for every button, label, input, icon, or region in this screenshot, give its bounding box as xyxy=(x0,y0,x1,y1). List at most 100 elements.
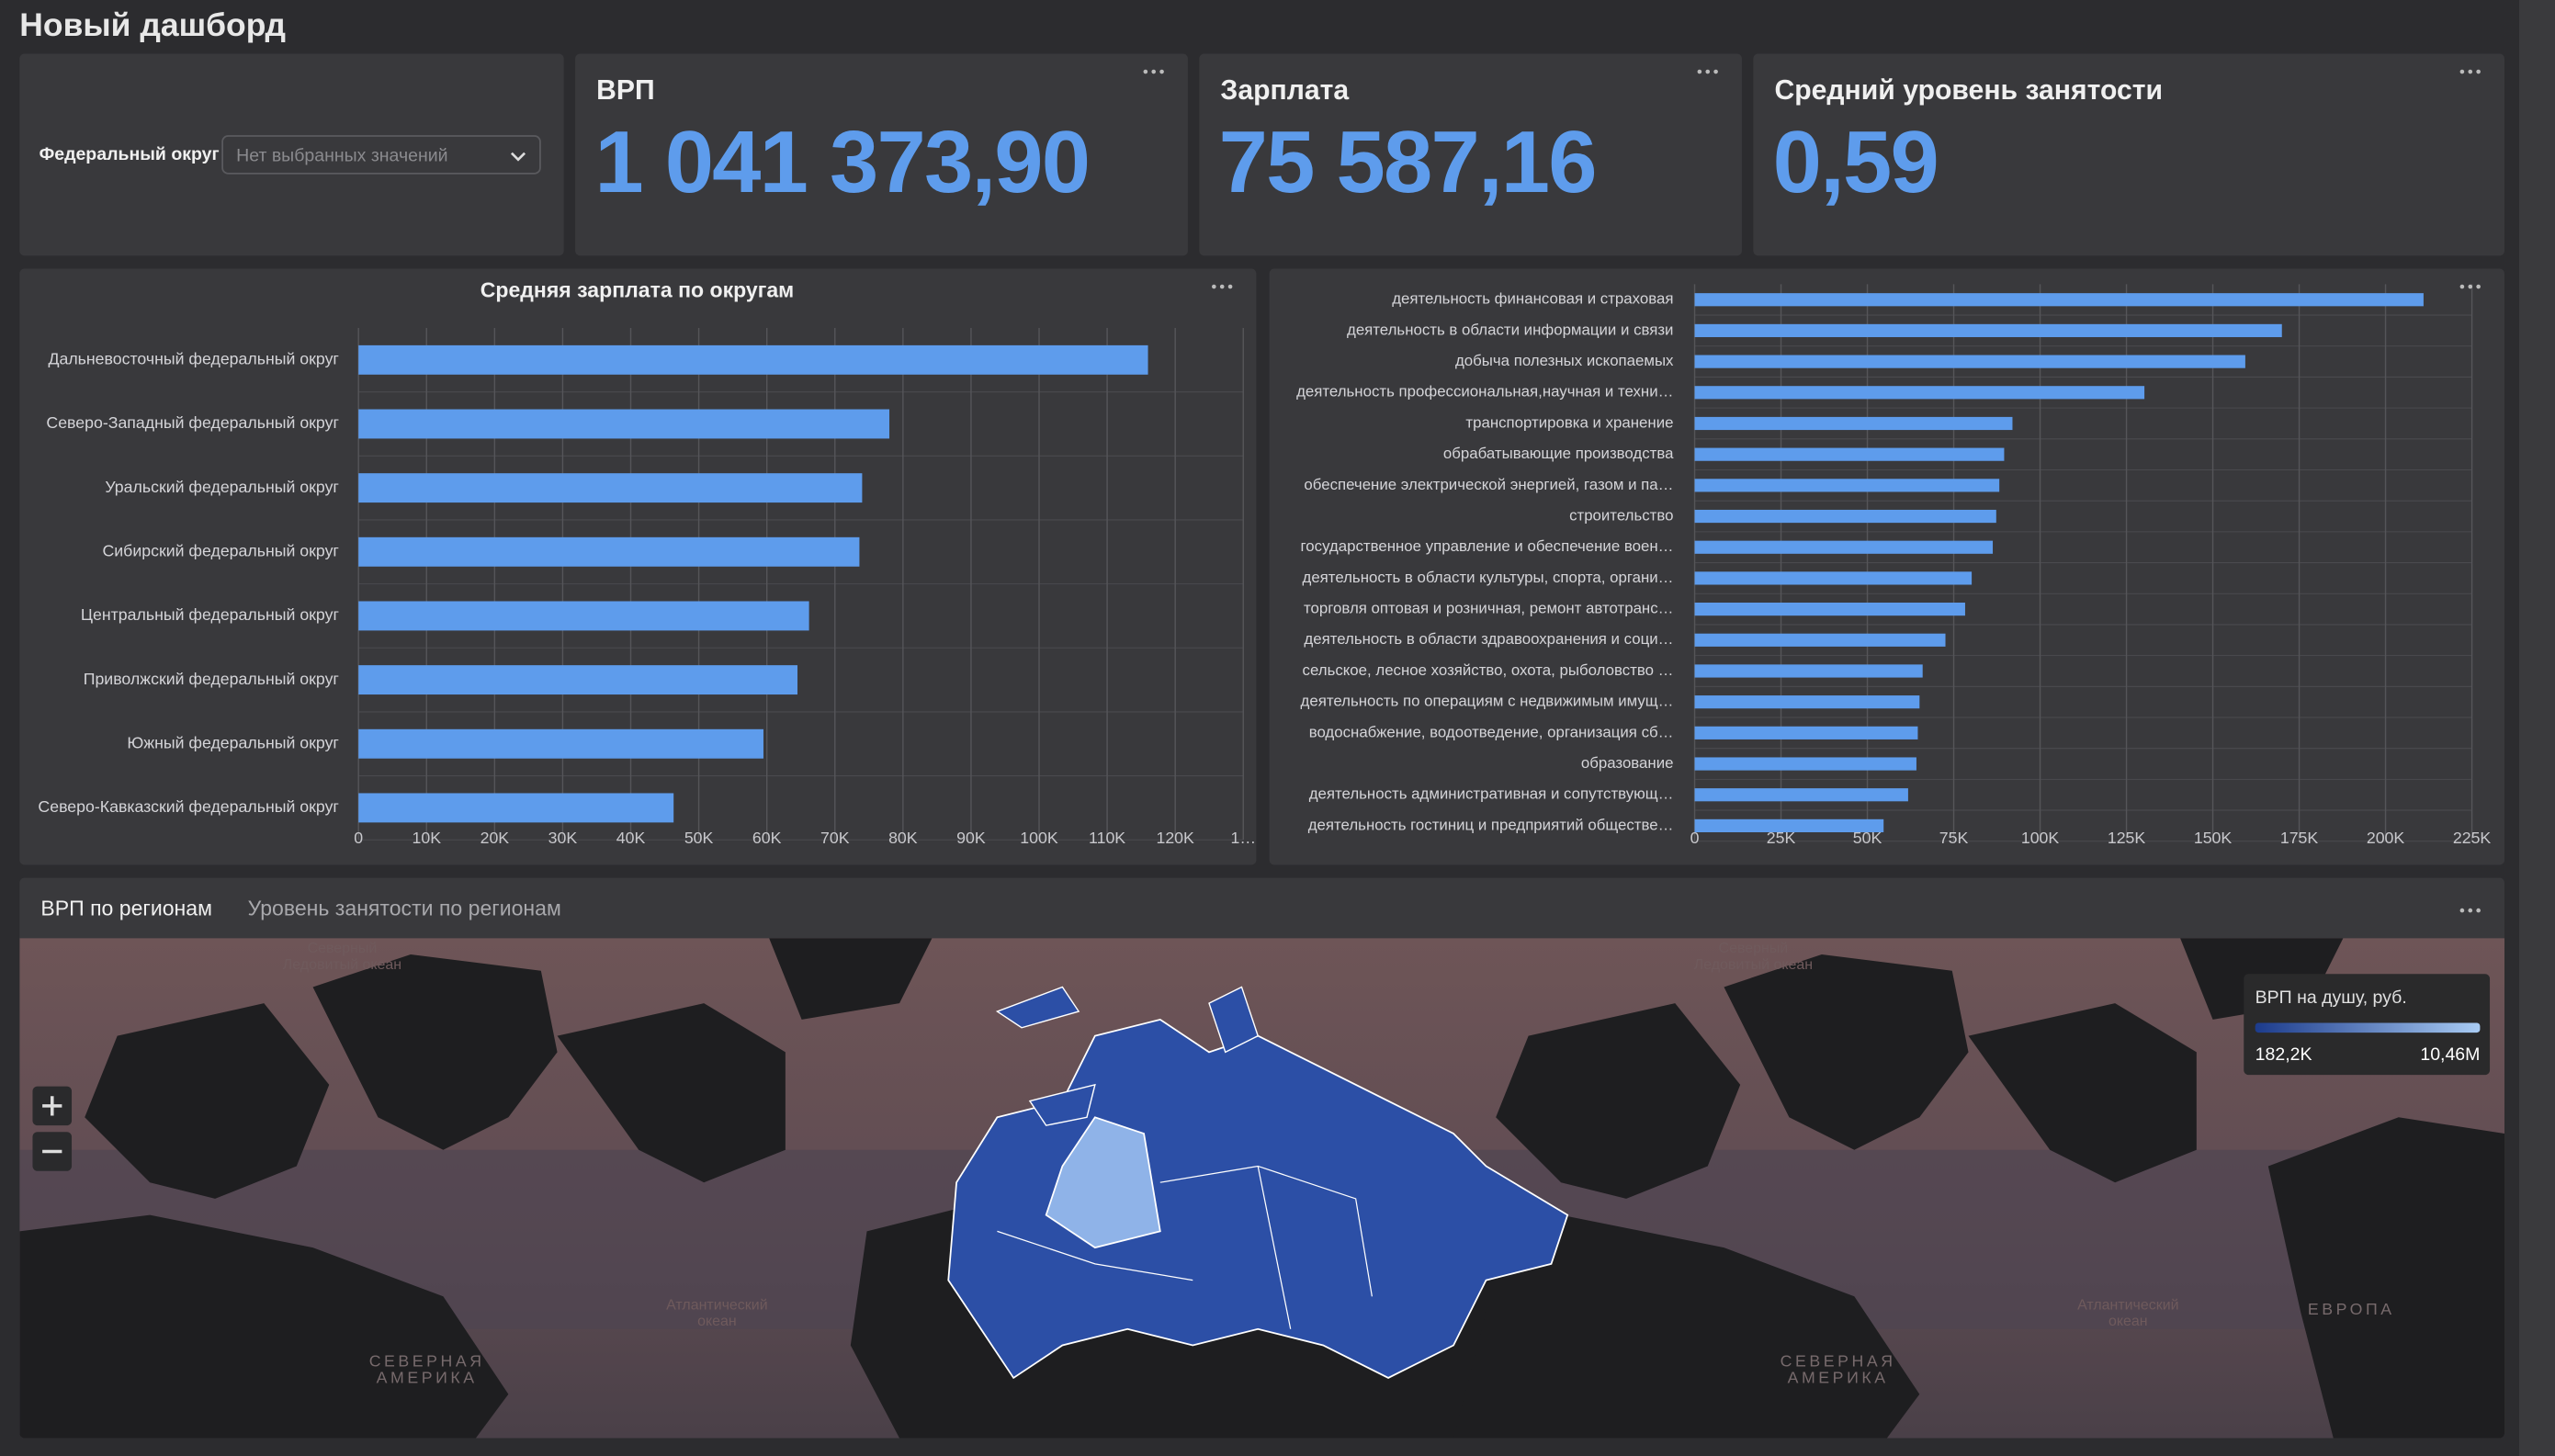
x-tick-label: 150K xyxy=(2194,829,2233,847)
filter-select[interactable]: Нет выбранных значений xyxy=(221,135,541,175)
x-tick-label: 10K xyxy=(413,829,442,847)
bar xyxy=(358,473,863,503)
kpi-value: 0,59 xyxy=(1772,114,1939,212)
plus-icon xyxy=(42,1096,62,1116)
bar xyxy=(358,344,1148,375)
y-tick-label: Сибирский федеральный округ xyxy=(102,541,338,559)
kpi-value: 75 587,16 xyxy=(1218,114,1598,212)
x-tick-label: 1… xyxy=(1230,829,1256,847)
x-tick-label: 225K xyxy=(2453,829,2492,847)
y-tick-label: строительство xyxy=(1569,506,1673,524)
menu-icon[interactable] xyxy=(2459,906,2482,916)
map-label: ЕВРОПА xyxy=(2307,1301,2395,1320)
tab-active[interactable]: ВРП по регионам xyxy=(40,896,212,920)
x-tick-label: 25K xyxy=(1767,829,1796,847)
y-tick-label: сельское, лесное хозяйство, охота, рыбол… xyxy=(1303,661,1674,679)
bar xyxy=(1694,479,2000,492)
map-label: Северный Ледовитый океан xyxy=(282,940,402,973)
map-label: Атлантический океан xyxy=(2077,1296,2179,1329)
x-tick-label: 175K xyxy=(2280,829,2319,847)
bar xyxy=(1694,726,1918,739)
menu-icon[interactable] xyxy=(2459,282,2482,292)
x-tick-label: 75K xyxy=(1939,829,1969,847)
bar xyxy=(1694,603,1965,616)
bar xyxy=(1694,355,2245,368)
x-tick-label: 40K xyxy=(616,829,646,847)
bar xyxy=(1694,447,2005,461)
x-tick-label: 20K xyxy=(480,829,510,847)
bar xyxy=(358,793,674,823)
y-tick-label: водоснабжение, водоотведение, организаци… xyxy=(1309,723,1674,740)
y-tick-label: Центральный федеральный округ xyxy=(81,605,339,624)
chart-panel: 0 25K 50K 75K 100K 125K 150K 175K 200K 225K деятел… xyxy=(1269,268,2505,865)
legend-gradient xyxy=(2255,1022,2481,1033)
map-label: СЕВЕРНАЯ АМЕРИКА xyxy=(1780,1353,1896,1388)
y-tick-label: Дальневосточный федеральный округ xyxy=(48,350,338,368)
y-tick-label: Приволжский федеральный округ xyxy=(84,670,339,688)
y-tick-label: деятельность административная и сопутств… xyxy=(1309,785,1674,803)
x-tick-label: 200K xyxy=(2367,829,2405,847)
y-tick-label: обеспечение электрической энергией, газо… xyxy=(1304,476,1673,493)
y-tick-label: транспортировка и хранение xyxy=(1465,413,1673,431)
x-tick-label: 50K xyxy=(1853,829,1882,847)
kpi-value: 1 041 373,90 xyxy=(594,114,1091,212)
bar-chart: 0 25K 50K 75K 100K 125K 150K 175K 200K 225K деятел… xyxy=(1296,284,2492,847)
tab[interactable]: Уровень занятости по регионам xyxy=(247,896,561,920)
y-tick-label: деятельность в области культуры, спорта,… xyxy=(1303,569,1674,586)
bar xyxy=(1694,293,2424,307)
y-tick-label: деятельность по операциям с недвижимым и… xyxy=(1301,693,1674,710)
menu-icon[interactable] xyxy=(2459,67,2482,77)
dashboard-title: Новый дашборд xyxy=(19,7,287,44)
bar xyxy=(358,409,890,439)
x-tick-label: 60K xyxy=(752,829,782,847)
kpi-title: Зарплата xyxy=(1220,74,1350,107)
map-label: Северный Ледовитый океан xyxy=(1693,940,1814,973)
bar xyxy=(1694,788,1908,802)
bar xyxy=(358,665,798,695)
y-tick-label: образование xyxy=(1581,754,1674,772)
scrollbar[interactable] xyxy=(2518,0,2555,1456)
chevron-icon xyxy=(510,152,526,162)
bar xyxy=(1694,509,1996,524)
bar xyxy=(358,728,763,759)
x-tick-label: 50K xyxy=(684,829,714,847)
kpi-panel: Средний уровень занятости 0,59 xyxy=(1753,53,2505,256)
y-tick-label: Южный федеральный округ xyxy=(127,733,339,751)
bar xyxy=(1694,818,1884,833)
x-tick-label: 100K xyxy=(1020,829,1058,847)
bar xyxy=(1694,416,2013,431)
filter-placeholder: Нет выбранных значений xyxy=(236,146,448,166)
legend-max: 10,46M xyxy=(2420,1044,2480,1065)
legend-title: ВРП на душу, руб. xyxy=(2255,988,2407,1008)
kpi-panel: ВРП 1 041 373,90 xyxy=(575,53,1188,256)
y-tick-label: Уральский федеральный округ xyxy=(105,478,339,496)
menu-icon[interactable] xyxy=(1211,282,1234,292)
y-tick-label: добыча полезных ископаемых xyxy=(1455,352,1674,369)
bar-chart: Средняя зарплата по округам 0 10K 20K 30K 40… xyxy=(38,277,1256,847)
bar xyxy=(1694,323,2282,338)
kpi-title: Средний уровень занятости xyxy=(1774,74,2164,107)
y-tick-label: деятельность профессиональная,научная и … xyxy=(1296,383,1673,401)
x-tick-label: 90K xyxy=(956,829,986,847)
x-tick-label: 100K xyxy=(2021,829,2060,847)
bar xyxy=(1694,633,1946,647)
bar xyxy=(1694,571,1973,585)
x-tick-label: 0 xyxy=(354,829,363,847)
menu-icon[interactable] xyxy=(1142,67,1165,77)
kpi-title: ВРП xyxy=(596,74,655,107)
map[interactable]: ВРП на душу, руб. 182,2K 10,46M xyxy=(19,938,2505,1439)
map-label: Атлантический океан xyxy=(666,1296,768,1329)
map-label: СЕВЕРНАЯ АМЕРИКА xyxy=(368,1353,485,1388)
chart-title: Средняя зарплата по округам xyxy=(480,277,794,301)
y-tick-label: деятельность в области здравоохранения и… xyxy=(1304,630,1673,648)
x-tick-label: 80K xyxy=(888,829,918,847)
chart-panel: Средняя зарплата по округам 0 10K 20K 30K 40… xyxy=(19,268,1257,865)
menu-icon[interactable] xyxy=(1696,67,1719,77)
legend-min: 182,2K xyxy=(2255,1044,2312,1065)
bar xyxy=(1694,386,2145,400)
y-tick-label: государственное управление и обеспечение… xyxy=(1301,537,1674,555)
y-tick-label: обрабатывающие производства xyxy=(1443,445,1674,462)
filter-panel: Федеральный округ Нет выбранных значений xyxy=(19,53,564,256)
y-tick-label: торговля оптовая и розничная, ремонт авт… xyxy=(1304,600,1673,617)
